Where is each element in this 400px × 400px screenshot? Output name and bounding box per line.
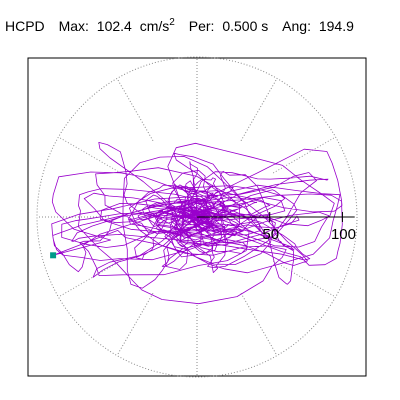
radial-axis: 50 100 xyxy=(197,212,356,243)
chart-header: HCPD Max: 102.4 cm/s2 Per: 0.500 s Ang: … xyxy=(5,17,354,35)
grid-spoke xyxy=(240,78,278,142)
max-marker xyxy=(50,252,57,259)
max-label: Max: xyxy=(58,18,89,34)
grid-spoke xyxy=(272,260,336,298)
radial-tick-label: 50 xyxy=(262,226,279,243)
grid-spoke xyxy=(116,292,154,356)
grid-spoke xyxy=(58,136,122,174)
max-unit-exponent: 2 xyxy=(169,17,175,28)
max-value: 102.4 xyxy=(96,18,132,34)
grid-spoke xyxy=(116,78,154,142)
orbit-trace xyxy=(51,142,343,305)
per-value: 0.500 s xyxy=(222,18,269,34)
per-label: Per: xyxy=(188,18,215,34)
grid-spoke xyxy=(58,260,122,298)
grid-spoke xyxy=(240,292,278,356)
radial-tick-label: 100 xyxy=(331,226,356,243)
station-code: HCPD xyxy=(5,18,45,34)
grid-spoke xyxy=(272,136,336,174)
ang-value: 194.9 xyxy=(318,18,354,34)
ang-label: Ang: xyxy=(282,18,311,34)
plot-frame xyxy=(27,57,367,377)
grid-circle xyxy=(36,56,358,378)
orbit-trace-group xyxy=(51,142,343,305)
max-unit: cm/s2 xyxy=(139,17,175,35)
